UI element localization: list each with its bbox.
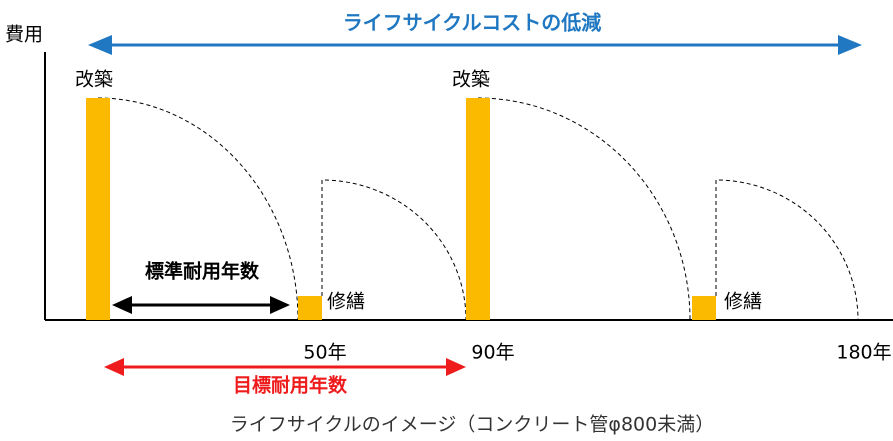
x-label: 180年 xyxy=(836,342,891,364)
caption: ライフサイクルのイメージ（コンクリート管φ800未満） xyxy=(230,414,714,436)
arrow-head xyxy=(88,35,112,55)
event-label: 修繕 xyxy=(724,291,762,313)
arrow-head xyxy=(838,35,862,55)
arrow-head xyxy=(446,358,466,376)
x-label: 50年 xyxy=(303,342,346,364)
renewal-bar xyxy=(86,98,110,320)
event-label: 改築 xyxy=(75,69,113,91)
renewal-bar xyxy=(466,98,490,320)
arrow-head xyxy=(104,358,124,376)
title: ライフサイクルコストの低減 xyxy=(343,11,602,35)
x-label: 90年 xyxy=(471,342,514,364)
y-axis-label: 費用 xyxy=(5,24,43,46)
standard-label: 標準耐用年数 xyxy=(145,260,260,283)
arrow-head xyxy=(270,296,290,314)
arrow-head xyxy=(112,296,132,314)
event-label: 改築 xyxy=(452,69,490,91)
event-label: 修繕 xyxy=(327,291,365,313)
repair-bar xyxy=(692,296,716,320)
target-label: 目標耐用年数 xyxy=(233,374,348,397)
repair-bar xyxy=(298,296,322,320)
deterioration-curves xyxy=(97,97,859,321)
